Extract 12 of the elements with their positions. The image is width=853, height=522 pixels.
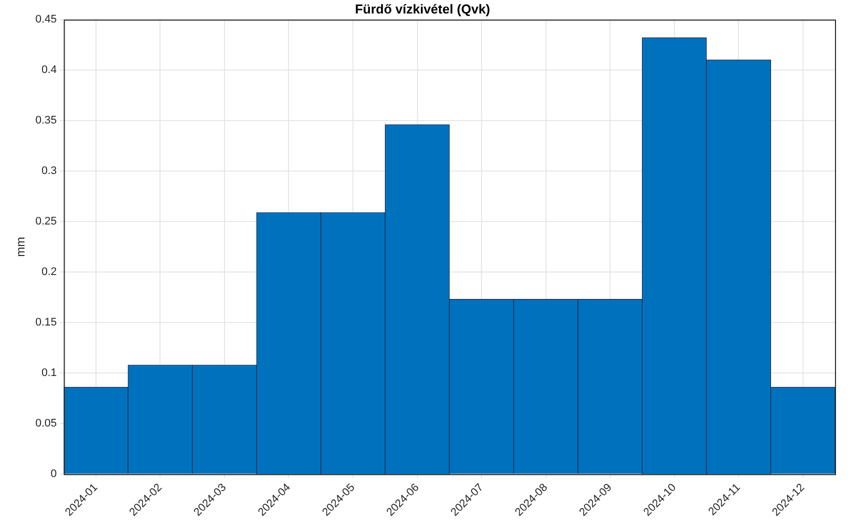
y-tick-label: 0.35 — [35, 114, 57, 127]
y-tick-label: 0.4 — [42, 64, 57, 76]
y-tick-label: 0.3 — [42, 165, 57, 178]
chart-title: Fürdő vízkivétel (Qvk) — [354, 1, 490, 16]
y-tick-label: 0.25 — [35, 216, 57, 228]
y-tick-label: 0.05 — [35, 418, 57, 430]
y-tick-label: 0.15 — [35, 316, 57, 329]
y-tick-label: 0.2 — [42, 266, 57, 278]
y-tick-label: 0.1 — [42, 367, 57, 380]
y-tick-label: 0 — [50, 468, 57, 480]
y-tick-label: 0.45 — [35, 14, 57, 26]
y-axis-title: mm — [14, 236, 28, 257]
